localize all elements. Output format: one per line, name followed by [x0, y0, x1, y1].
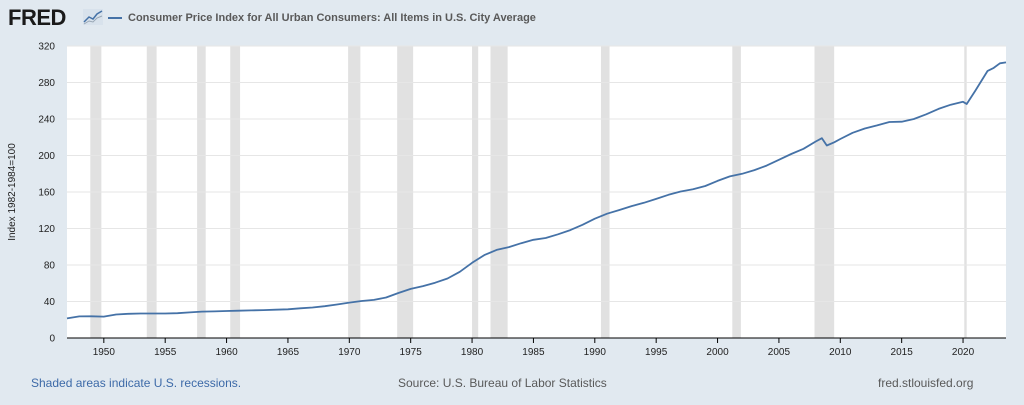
y-tick-label: 40: [44, 297, 56, 308]
series-line-cpi[interactable]: [66, 61, 1007, 320]
x-tick-label: 1970: [338, 347, 361, 358]
x-tick-label: 1990: [584, 347, 607, 358]
y-axis-ticks: 0 40 80 120 160 200 240 280 320: [38, 42, 55, 345]
y-tick-label: 0: [49, 334, 55, 345]
x-tick-label: 1955: [154, 347, 177, 358]
cpi-line-chart[interactable]: 0 40 80 120 160 200 240 280 320 1950 1955 1960 1965…: [0, 36, 1024, 366]
x-tick-label: 1980: [461, 347, 484, 358]
x-tick-label: 1960: [215, 347, 238, 358]
series-lines: [66, 61, 1007, 320]
x-tick-label: 1985: [522, 347, 545, 358]
y-tick-label: 120: [38, 224, 55, 235]
legend-series-label: Consumer Price Index for All Urban Consu…: [128, 12, 536, 24]
x-tick-label: 2000: [706, 347, 729, 358]
recession-note: Shaded areas indicate U.S. recessions.: [31, 376, 242, 390]
legend-series-swatch: [108, 17, 122, 19]
y-tick-label: 320: [38, 42, 55, 53]
x-tick-label: 1950: [93, 347, 116, 358]
x-tick-label: 1975: [400, 347, 423, 358]
y-tick-label: 280: [38, 78, 55, 89]
x-tick-label: 2010: [829, 347, 852, 358]
y-axis-label: Index 1982-1984=100: [7, 143, 18, 241]
x-axis-ticks: 1950 1955 1960 1965 1970 1975 1980 1985 1990 1995…: [93, 338, 975, 358]
fred-chart-icon: [83, 9, 103, 25]
fred-logo[interactable]: FRED: [8, 5, 66, 30]
x-tick-label: 2005: [768, 347, 791, 358]
chart-header: FRED Consumer Price Index for All Urban …: [0, 0, 1024, 36]
y-tick-label: 80: [44, 261, 56, 272]
y-tick-label: 160: [38, 188, 55, 199]
x-tick-label: 1965: [277, 347, 300, 358]
y-tick-label: 240: [38, 115, 55, 126]
x-tick-label: 1995: [645, 347, 668, 358]
y-tick-label: 200: [38, 151, 55, 162]
horizontal-gridlines: [67, 45, 1006, 302]
x-tick-label: 2020: [952, 347, 975, 358]
x-tick-label: 2015: [891, 347, 914, 358]
chart-legend[interactable]: Consumer Price Index for All Urban Consu…: [108, 12, 536, 24]
site-link[interactable]: fred.stlouisfed.org: [878, 376, 974, 390]
source-text: Source: U.S. Bureau of Labor Statistics: [398, 376, 607, 390]
